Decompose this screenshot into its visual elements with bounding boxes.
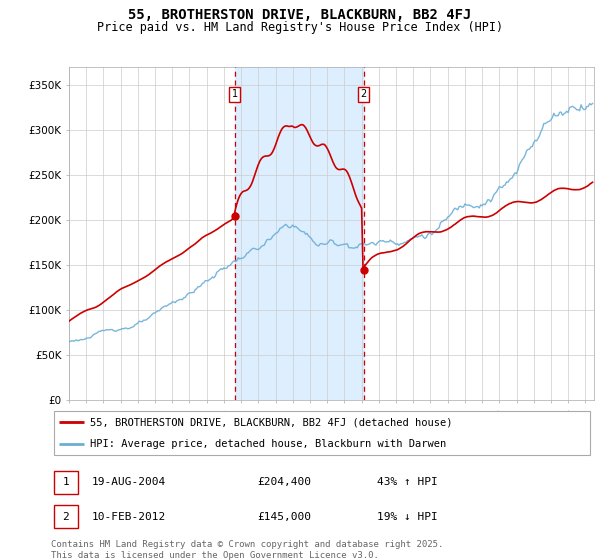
Text: 43% ↑ HPI: 43% ↑ HPI bbox=[377, 477, 437, 487]
Text: HPI: Average price, detached house, Blackburn with Darwen: HPI: Average price, detached house, Blac… bbox=[90, 440, 446, 450]
Text: 55, BROTHERSTON DRIVE, BLACKBURN, BB2 4FJ (detached house): 55, BROTHERSTON DRIVE, BLACKBURN, BB2 4F… bbox=[90, 417, 452, 427]
Text: £204,400: £204,400 bbox=[257, 477, 311, 487]
Text: 19-AUG-2004: 19-AUG-2004 bbox=[92, 477, 166, 487]
Text: 2: 2 bbox=[361, 89, 367, 99]
Text: 1: 1 bbox=[232, 89, 238, 99]
Bar bbox=[235, 67, 364, 400]
Text: Price paid vs. HM Land Registry's House Price Index (HPI): Price paid vs. HM Land Registry's House … bbox=[97, 21, 503, 34]
Text: 10-FEB-2012: 10-FEB-2012 bbox=[92, 512, 166, 521]
Text: 2: 2 bbox=[62, 512, 70, 521]
FancyBboxPatch shape bbox=[54, 505, 78, 528]
Text: Contains HM Land Registry data © Crown copyright and database right 2025.
This d: Contains HM Land Registry data © Crown c… bbox=[51, 540, 443, 560]
Text: 1: 1 bbox=[62, 477, 70, 487]
FancyBboxPatch shape bbox=[54, 471, 78, 494]
Text: 55, BROTHERSTON DRIVE, BLACKBURN, BB2 4FJ: 55, BROTHERSTON DRIVE, BLACKBURN, BB2 4F… bbox=[128, 8, 472, 22]
FancyBboxPatch shape bbox=[54, 412, 590, 455]
Text: £145,000: £145,000 bbox=[257, 512, 311, 521]
Text: 19% ↓ HPI: 19% ↓ HPI bbox=[377, 512, 437, 521]
